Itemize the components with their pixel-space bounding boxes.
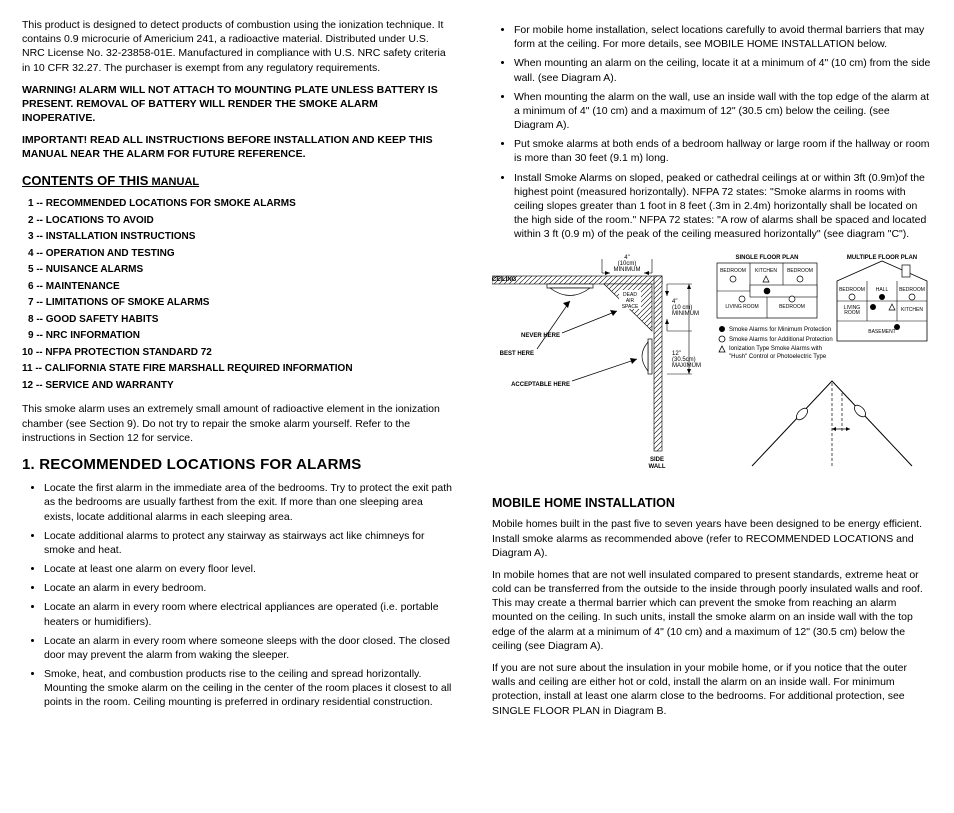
lbl: MINIMUM xyxy=(614,267,641,273)
lbl: KITCHEN xyxy=(755,268,777,274)
contents-heading-small: MANUAL xyxy=(148,176,199,188)
lbl: HALL xyxy=(876,287,889,293)
toc-item: 7 -- LIMITATIONS OF SMOKE ALARMS xyxy=(28,296,454,310)
lbl: BEST HERE xyxy=(500,351,534,357)
important-paragraph: IMPORTANT! READ ALL INSTRUCTIONS BEFORE … xyxy=(22,133,454,161)
diagrams: CEILING 4" (10cm) MINIMUM xyxy=(492,251,932,480)
toc-item: 12 -- SERVICE AND WARRANTY xyxy=(22,379,454,393)
lbl: SIDE xyxy=(650,457,664,463)
toc-item: 1 -- RECOMMENDED LOCATIONS FOR SMOKE ALA… xyxy=(28,197,454,211)
lbl: WALL xyxy=(649,464,666,470)
list-item: For mobile home installation, select loc… xyxy=(514,23,932,51)
left-column: This product is designed to detect produ… xyxy=(22,18,454,726)
right-column: For mobile home installation, select loc… xyxy=(492,18,932,726)
list-item: When mounting the alarm on the wall, use… xyxy=(514,90,932,133)
list-item: Smoke, heat, and combustion products ris… xyxy=(44,667,454,710)
lbl: BASEMENT xyxy=(868,329,896,335)
list-item: Locate the first alarm in the immediate … xyxy=(44,481,454,524)
lbl: KITCHEN xyxy=(901,307,923,313)
page-columns: This product is designed to detect produ… xyxy=(22,18,932,726)
lbl: Smoke Alarms for Minimum Protection xyxy=(729,327,831,333)
diagram-a: CEILING 4" (10cm) MINIMUM xyxy=(492,255,701,470)
lbl: SPACE xyxy=(622,304,639,310)
lbl: NEVER HERE xyxy=(521,333,560,339)
toc-item: 11 -- CALIFORNIA STATE FIRE MARSHALL REQ… xyxy=(22,362,454,376)
intro-paragraph: This product is designed to detect produ… xyxy=(22,18,454,75)
diagram-c xyxy=(752,381,912,466)
contents-heading: CONTENTS OF THIS MANUAL xyxy=(22,172,454,190)
toc-item: 5 -- NUISANCE ALARMS xyxy=(28,263,454,277)
recommended-locations-list: Locate the first alarm in the immediate … xyxy=(22,481,454,709)
lbl: "Hush" Control or Photoelectric Type xyxy=(729,354,827,360)
list-item: Locate an alarm in every bedroom. xyxy=(44,581,454,595)
lbl: LIVING ROOM xyxy=(725,304,758,310)
lbl: SINGLE FLOOR PLAN xyxy=(736,255,799,261)
lbl: Smoke Alarms for Additional Protection xyxy=(729,337,833,343)
lbl: BEDROOM xyxy=(899,287,925,293)
toc-item: 6 -- MAINTENANCE xyxy=(28,280,454,294)
right-top-list: For mobile home installation, select loc… xyxy=(492,23,932,241)
diagram-svg: CEILING 4" (10cm) MINIMUM xyxy=(492,251,932,476)
lbl: BEDROOM xyxy=(787,268,813,274)
lbl: BEDROOM xyxy=(779,304,805,310)
toc-item: 8 -- GOOD SAFETY HABITS xyxy=(28,313,454,327)
list-item: Locate an alarm in every room where some… xyxy=(44,634,454,662)
warning-paragraph: WARNING! ALARM WILL NOT ATTACH TO MOUNTI… xyxy=(22,83,454,126)
lbl: ROOM xyxy=(844,310,860,316)
lbl: Ionization Type Smoke Alarms with xyxy=(729,346,822,352)
lbl: BEDROOM xyxy=(839,287,865,293)
contents-heading-big: CONTENTS OF THIS xyxy=(22,173,148,188)
list-item: Locate additional alarms to protect any … xyxy=(44,529,454,557)
after-toc-paragraph: This smoke alarm uses an extremely small… xyxy=(22,402,454,445)
lbl: BEDROOM xyxy=(720,268,746,274)
diagram-b-single: SINGLE FLOOR PLAN BEDROOM KITCHEN BEDROO… xyxy=(717,255,833,360)
diagram-b-multiple: MULTIPLE FLOOR PLAN BEDROOM HALL BED xyxy=(837,255,927,341)
mobile-home-heading: MOBILE HOME INSTALLATION xyxy=(492,495,932,512)
list-item: Locate an alarm in every room where elec… xyxy=(44,600,454,628)
section-1-heading: 1. RECOMMENDED LOCATIONS FOR ALARMS xyxy=(22,455,454,475)
lbl: ACCEPTABLE HERE xyxy=(511,382,570,388)
toc-item: 2 -- LOCATIONS TO AVOID xyxy=(28,214,454,228)
list-item: When mounting an alarm on the ceiling, l… xyxy=(514,56,932,84)
ceiling-label: CEILING xyxy=(492,277,517,283)
toc-item: 3 -- INSTALLATION INSTRUCTIONS xyxy=(28,230,454,244)
lbl: MINIMUM xyxy=(672,311,699,317)
lbl: MULTIPLE FLOOR PLAN xyxy=(847,255,917,261)
list-item: Locate at least one alarm on every floor… xyxy=(44,562,454,576)
table-of-contents: 1 -- RECOMMENDED LOCATIONS FOR SMOKE ALA… xyxy=(22,197,454,392)
list-item: Install Smoke Alarms on sloped, peaked o… xyxy=(514,171,932,242)
mobile-p3: If you are not sure about the insulation… xyxy=(492,661,932,718)
toc-item: 9 -- NRC INFORMATION xyxy=(28,329,454,343)
toc-item: 10 -- NFPA PROTECTION STANDARD 72 xyxy=(22,346,454,360)
mobile-p1: Mobile homes built in the past five to s… xyxy=(492,517,932,560)
list-item: Put smoke alarms at both ends of a bedro… xyxy=(514,137,932,165)
mobile-p2: In mobile homes that are not well insula… xyxy=(492,568,932,653)
lbl: MAXIMUM xyxy=(672,363,701,369)
toc-item: 4 -- OPERATION AND TESTING xyxy=(28,247,454,261)
